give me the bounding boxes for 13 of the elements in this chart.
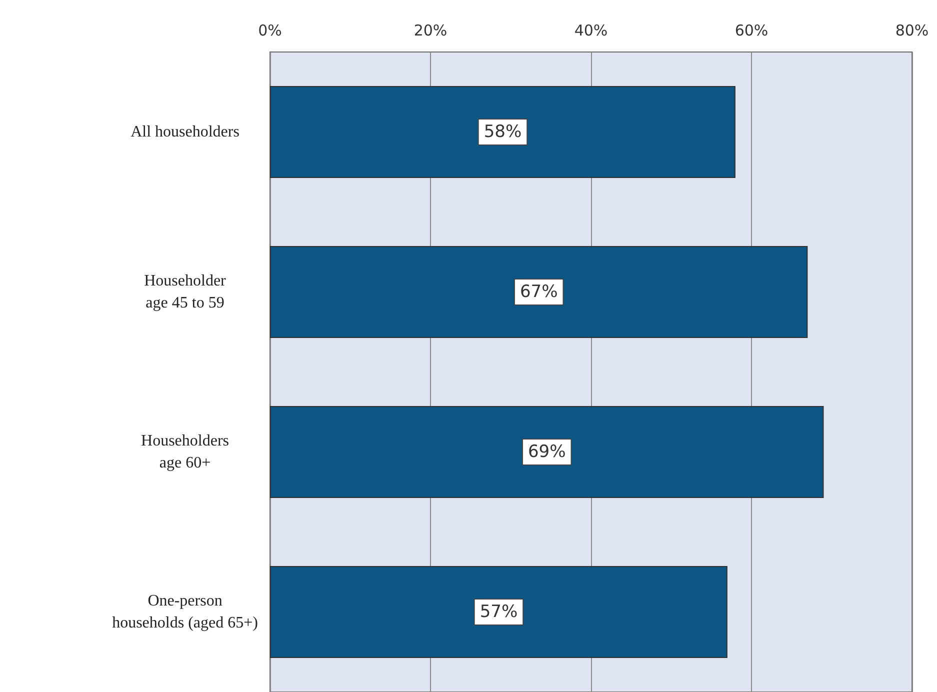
y-tick-label: Householders age 60+ xyxy=(141,432,229,472)
x-tick-label: 60% xyxy=(734,22,768,40)
x-tick-label: 80% xyxy=(895,22,929,40)
data-label: 69% xyxy=(528,442,566,462)
data-label: 58% xyxy=(484,122,522,142)
x-tick-label: 0% xyxy=(258,22,282,40)
data-label: 67% xyxy=(520,282,558,302)
y-tick-label: All householders xyxy=(130,124,240,140)
x-tick-label: 40% xyxy=(574,22,608,40)
data-label: 57% xyxy=(480,602,518,622)
y-tick-label: One-person households (aged 65+) xyxy=(112,592,258,632)
x-tick-label: 20% xyxy=(414,22,448,40)
y-tick-label: Householder age 45 to 59 xyxy=(144,272,227,312)
